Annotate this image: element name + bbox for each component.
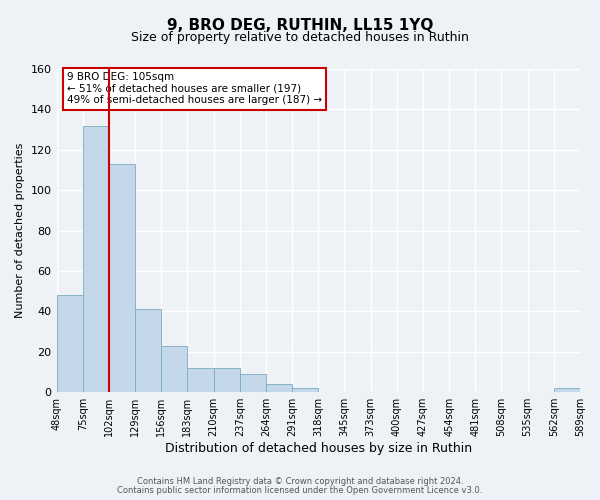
X-axis label: Distribution of detached houses by size in Ruthin: Distribution of detached houses by size … xyxy=(165,442,472,455)
Bar xyxy=(56,295,83,392)
Bar xyxy=(187,368,214,392)
Bar xyxy=(554,388,580,392)
Bar xyxy=(266,384,292,392)
Y-axis label: Number of detached properties: Number of detached properties xyxy=(15,143,25,318)
Bar xyxy=(135,310,161,392)
Bar xyxy=(240,374,266,392)
Bar xyxy=(161,346,187,392)
Bar xyxy=(109,164,135,392)
Bar xyxy=(214,368,240,392)
Text: Contains HM Land Registry data © Crown copyright and database right 2024.: Contains HM Land Registry data © Crown c… xyxy=(137,477,463,486)
Bar xyxy=(292,388,318,392)
Text: Contains public sector information licensed under the Open Government Licence v3: Contains public sector information licen… xyxy=(118,486,482,495)
Bar xyxy=(83,126,109,392)
Text: 9, BRO DEG, RUTHIN, LL15 1YQ: 9, BRO DEG, RUTHIN, LL15 1YQ xyxy=(167,18,433,32)
Text: Size of property relative to detached houses in Ruthin: Size of property relative to detached ho… xyxy=(131,31,469,44)
Text: 9 BRO DEG: 105sqm
← 51% of detached houses are smaller (197)
49% of semi-detache: 9 BRO DEG: 105sqm ← 51% of detached hous… xyxy=(67,72,322,106)
